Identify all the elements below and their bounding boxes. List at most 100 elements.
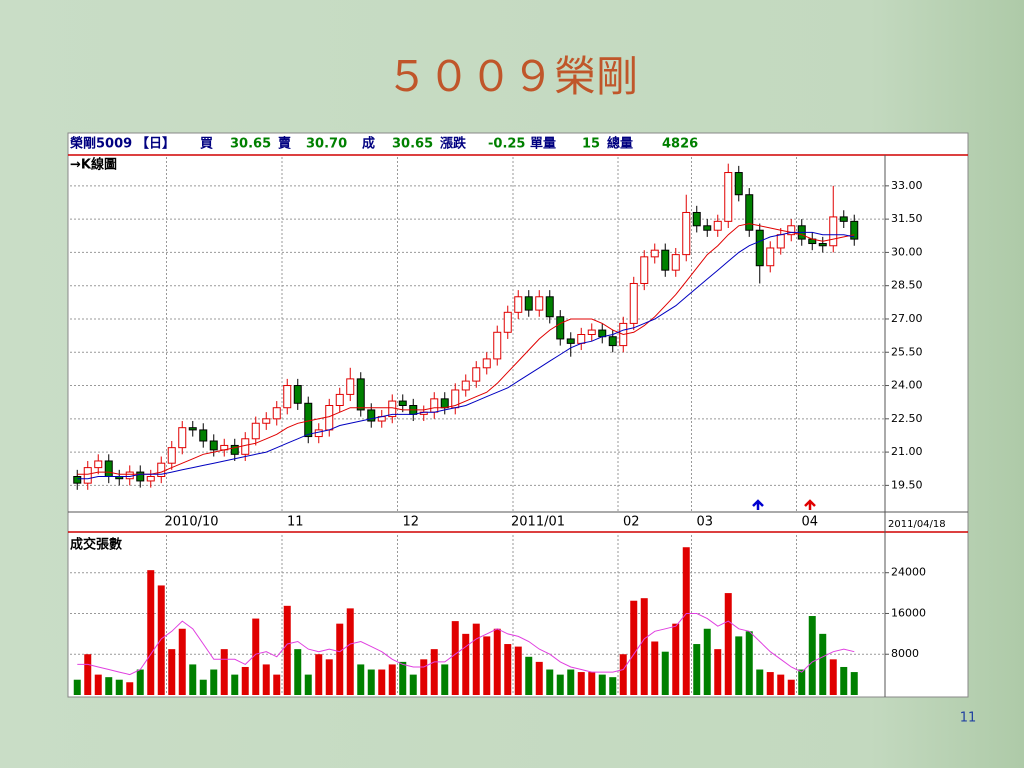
candle-body [787, 225, 796, 236]
volume-bar [703, 628, 711, 695]
header-value: -0.25 [488, 137, 525, 152]
volume-bar [94, 674, 102, 695]
x-tick-label: 04 [802, 515, 819, 530]
volume-bar [651, 641, 659, 695]
candle-body [346, 378, 355, 395]
x-tick-label: 03 [697, 515, 714, 530]
volume-bar [84, 654, 92, 695]
volume-bar [619, 654, 627, 695]
x-tick-label: 2010/10 [165, 515, 219, 530]
y-tick-label: 30.00 [891, 245, 923, 258]
slide-title: ５００９榮剛 [386, 52, 638, 101]
volume-bar [399, 661, 407, 695]
candle-body [241, 438, 250, 455]
candle-body [367, 409, 376, 422]
volume-bar [682, 547, 690, 695]
candle-body [83, 467, 92, 484]
y-tick-label: 28.50 [891, 279, 923, 292]
candle-body [188, 427, 197, 431]
volume-bar [588, 672, 596, 695]
buy-arrow [752, 499, 764, 510]
candle-body [734, 172, 743, 196]
date-label: 2011/04/18 [888, 519, 946, 530]
volume-bar [556, 674, 564, 695]
candle-body [125, 471, 134, 480]
volume-bar [346, 608, 354, 695]
candle-body [199, 429, 208, 442]
volume-bar [766, 672, 774, 695]
volume-bar [231, 674, 239, 695]
chart-layer: 榮剛5009 【日】 買 30.65 賣 30.70 成 30.65 漲跌 -0.25 單量 15 總量… [70, 136, 946, 695]
candle-body [440, 398, 449, 409]
page-number: 11 [960, 711, 977, 726]
header-value: 30.65 [230, 137, 271, 152]
candle-body [661, 249, 670, 271]
volume-bar [304, 674, 312, 695]
candle-body [94, 460, 103, 469]
candle-body [251, 422, 260, 440]
volume-bar [157, 585, 165, 695]
volume-bar [105, 677, 113, 695]
y-tick-label: 25.50 [891, 345, 923, 358]
candle-body [325, 405, 334, 431]
candle-body [776, 234, 785, 249]
candle-body [640, 256, 649, 284]
volume-bar [241, 666, 249, 695]
volume-bar [546, 669, 554, 695]
volume-bar [367, 669, 375, 695]
volume-bar [798, 669, 806, 695]
candle-body [608, 336, 617, 347]
y-tick-label: 27.00 [891, 312, 923, 325]
moving-average [77, 231, 855, 480]
volume-bar [819, 633, 827, 695]
volume-bar [409, 674, 417, 695]
candle-body [850, 220, 859, 240]
volume-bar [483, 636, 491, 695]
y-tick-label: 31.50 [891, 212, 923, 225]
candle-body [524, 296, 533, 311]
candle-body [178, 427, 187, 449]
volume-bar [756, 669, 764, 695]
volume-bar [504, 644, 512, 695]
candle-body [671, 254, 680, 271]
candle-body [755, 229, 764, 267]
volume-bar [598, 674, 606, 695]
panel-title: →K線圖 [70, 157, 117, 173]
volume-bar [357, 664, 365, 695]
volume-bar [378, 669, 386, 695]
volume-bar [535, 661, 543, 695]
volume-bar [735, 636, 743, 695]
volume-bar [283, 605, 291, 695]
candle-body [482, 358, 491, 369]
volume-bar [661, 651, 669, 695]
header-label: 漲跌 [440, 136, 467, 152]
candle-body [713, 220, 722, 231]
candle-body [703, 225, 712, 231]
volume-bar [514, 646, 522, 695]
moving-average [77, 223, 855, 475]
x-tick-label: 2011/01 [511, 515, 565, 530]
y-tick-label: 24.00 [891, 379, 923, 392]
candle-body [398, 400, 407, 406]
volume-bar [672, 623, 680, 695]
volume-bar [273, 674, 281, 695]
volume-bar [630, 600, 638, 695]
candle-body [167, 447, 176, 464]
candle-body [493, 331, 502, 360]
candle-body [430, 398, 439, 413]
volume-bar [714, 649, 722, 695]
y-tick-label: 19.50 [891, 478, 923, 491]
volume-bar [850, 672, 858, 695]
candle-body [545, 296, 554, 318]
candle-body [472, 367, 481, 382]
volume-bar [493, 628, 501, 695]
candle-body [566, 338, 575, 344]
candle-body [818, 243, 827, 247]
candle-body [314, 429, 323, 438]
volume-bar [777, 674, 785, 695]
y-tick-label: 8000 [891, 647, 919, 660]
candle-body [745, 194, 754, 231]
candle-body [104, 460, 113, 477]
header-label: 買 [200, 137, 213, 152]
